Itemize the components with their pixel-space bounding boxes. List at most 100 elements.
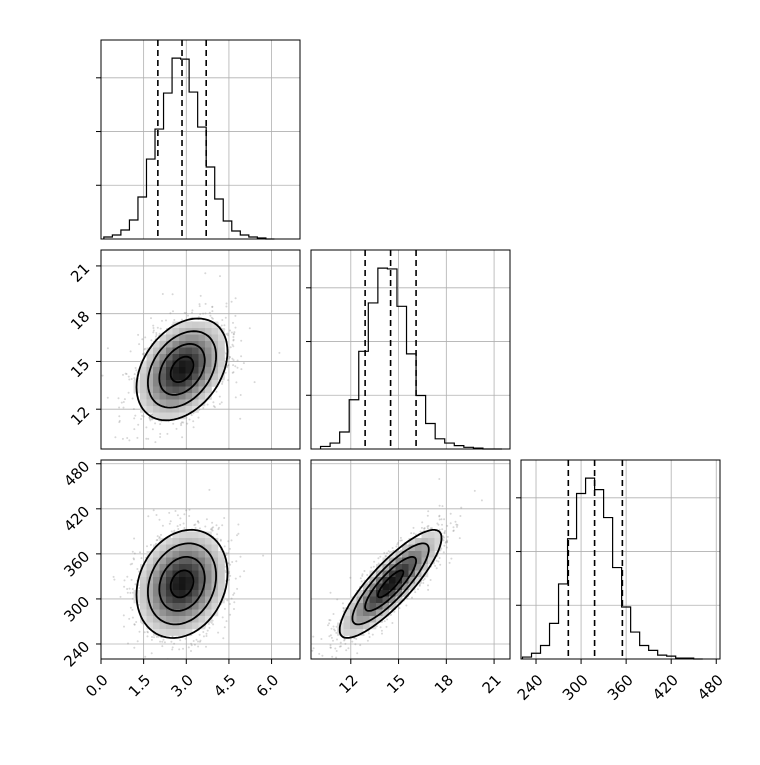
sample-point: [226, 599, 228, 601]
sample-point: [336, 639, 338, 641]
sample-point: [453, 526, 455, 528]
sample-point: [232, 336, 234, 338]
sample-point: [400, 537, 402, 539]
sample-point: [129, 592, 131, 594]
density-cell: [153, 551, 160, 558]
sample-point: [141, 557, 143, 559]
sample-point: [227, 552, 229, 554]
density-cell: [192, 623, 199, 630]
sample-point: [159, 433, 161, 435]
sample-point: [152, 428, 154, 430]
sample-point: [233, 333, 235, 335]
sample-point: [342, 607, 344, 609]
density-cell: [205, 610, 212, 617]
density-cell: [344, 623, 351, 630]
sample-point: [138, 343, 140, 345]
sample-point: [159, 641, 161, 643]
sample-point: [175, 510, 177, 512]
sample-point: [223, 517, 225, 519]
sample-point: [421, 527, 423, 529]
sample-point: [193, 640, 195, 642]
sample-point: [370, 567, 372, 569]
density-cell: [199, 322, 206, 329]
sample-point: [191, 309, 193, 311]
sample-point: [209, 315, 211, 317]
sample-point: [156, 514, 158, 516]
sample-point: [446, 525, 448, 527]
density-cell: [344, 616, 351, 623]
sample-point: [229, 575, 231, 577]
sample-point: [311, 650, 313, 652]
scatter-panel-1-2: [310, 460, 510, 670]
sample-point: [197, 646, 199, 648]
sample-point: [144, 348, 146, 350]
density-cell: [205, 348, 212, 355]
sample-point: [153, 330, 155, 332]
density-cell: [140, 380, 147, 387]
sample-point: [187, 315, 189, 317]
density-cell: [173, 328, 180, 335]
sample-point: [455, 524, 457, 526]
sample-point: [449, 562, 451, 564]
sample-point: [235, 560, 237, 562]
density-cell: [205, 361, 212, 368]
sample-point: [381, 630, 383, 632]
sample-point: [181, 436, 183, 438]
sample-point: [332, 640, 334, 642]
sample-point: [189, 419, 191, 421]
sample-point: [362, 573, 364, 575]
sample-point: [359, 644, 361, 646]
density-cell: [173, 538, 180, 545]
sample-point: [203, 635, 205, 637]
sample-point: [427, 510, 429, 512]
sample-point: [206, 633, 208, 635]
sample-point: [194, 644, 196, 646]
sample-point: [177, 528, 179, 530]
density-cell: [192, 400, 199, 407]
sample-point: [172, 659, 174, 661]
sample-point: [328, 622, 330, 624]
sample-point: [459, 537, 461, 539]
density-cell: [218, 564, 225, 571]
sample-point: [237, 367, 239, 369]
sample-point: [220, 539, 222, 541]
sample-point: [441, 524, 443, 526]
sample-point: [134, 373, 136, 375]
sample-point: [178, 648, 180, 650]
sample-point: [133, 417, 135, 419]
sample-point: [442, 505, 444, 507]
density-cell: [153, 367, 160, 374]
density-cell: [173, 551, 180, 558]
sample-point: [177, 525, 179, 527]
sample-point: [199, 303, 201, 305]
sample-point: [155, 543, 157, 545]
sample-point: [207, 404, 209, 406]
sample-point: [232, 594, 234, 596]
sample-point: [199, 641, 201, 643]
sample-point: [240, 556, 242, 558]
density-cell: [186, 610, 193, 617]
sample-point: [427, 589, 429, 591]
density-cell: [173, 629, 180, 636]
sample-point: [331, 628, 333, 630]
sample-point: [188, 646, 190, 648]
sample-point: [474, 490, 476, 492]
sample-point: [413, 527, 415, 529]
sample-point: [436, 560, 438, 562]
sample-point: [173, 673, 175, 675]
sample-point: [369, 636, 371, 638]
sample-point: [200, 295, 202, 297]
sample-point: [361, 575, 363, 577]
sample-point: [240, 355, 242, 357]
sample-point: [221, 383, 223, 385]
sample-point: [157, 535, 159, 537]
histogram-frame-2: [521, 460, 720, 659]
density-cell: [173, 400, 180, 407]
density-cell: [160, 545, 167, 552]
density-cell: [179, 335, 186, 342]
sample-point: [159, 333, 161, 335]
sample-point: [361, 580, 363, 582]
sample-point: [231, 332, 233, 334]
sample-point: [235, 578, 237, 580]
sample-point: [134, 415, 136, 417]
